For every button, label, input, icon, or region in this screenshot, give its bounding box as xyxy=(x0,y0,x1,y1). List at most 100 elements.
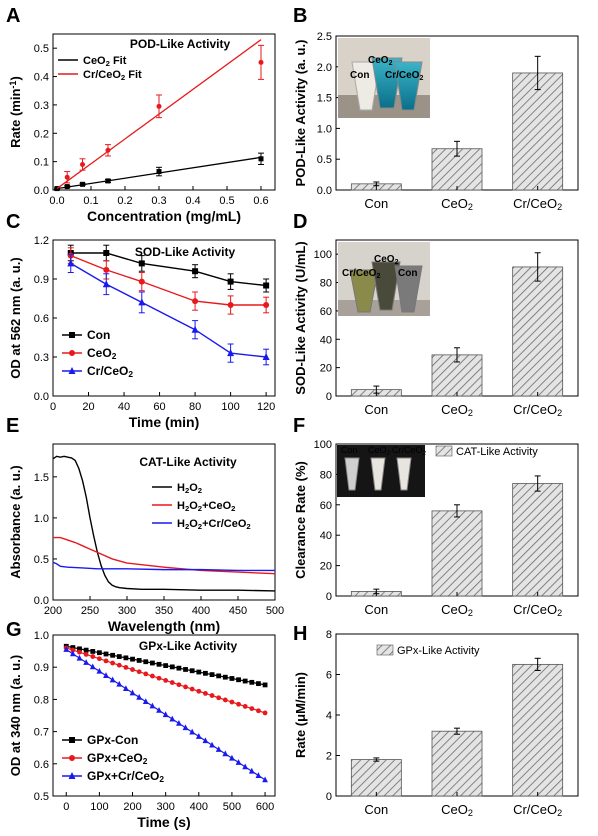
data-point xyxy=(263,282,270,289)
data-point xyxy=(116,662,122,668)
inset-label: Cr/CeO2 xyxy=(385,70,423,82)
data-point xyxy=(136,693,143,700)
panel-letter-a: A xyxy=(6,5,20,27)
y-tick-label: 0.6 xyxy=(34,759,49,771)
x-tick-label: 40 xyxy=(118,401,130,413)
tube-ceo2 xyxy=(371,57,403,109)
legend-label: Cr/CeO2 xyxy=(87,364,133,379)
x-tick-label: 0.1 xyxy=(83,195,98,207)
panel-letter-h: H xyxy=(293,623,307,645)
data-point xyxy=(169,715,176,722)
bar xyxy=(512,72,564,191)
panel-e-chart: 0.0 0.5 1.0 1.5 200 250 300 350 400 450 500 Wavelen… xyxy=(8,443,284,634)
data-point xyxy=(227,278,234,285)
panel-h-chart: 0 2 4 6 8 Rate (μM/min) Con CeO2 Cr/CeO2 GPx-Like… xyxy=(293,629,579,818)
data-point xyxy=(222,750,229,757)
data-point xyxy=(109,676,116,683)
x-tick-label: 0.5 xyxy=(219,195,234,207)
y-tick-label: 4 xyxy=(326,710,332,722)
x-tick-label: 120 xyxy=(257,401,275,413)
data-point xyxy=(229,699,235,705)
data-point xyxy=(235,759,242,765)
chart-title: POD-Like Activity xyxy=(130,37,231,51)
y-tick-label: 1.5 xyxy=(317,93,332,105)
data-point xyxy=(70,645,76,650)
data-point xyxy=(136,658,142,663)
panel-b-chart: 0.0 0.5 1.0 1.5 2.0 2.5 POD-Like Activity (a. … xyxy=(293,31,579,212)
y-tick-label: 0.1 xyxy=(34,157,49,169)
y-tick-label: 40 xyxy=(320,530,332,542)
y-tick-label: 0.0 xyxy=(34,595,49,607)
x-tick-label: 0.4 xyxy=(185,195,200,207)
y-tick-label: 0.7 xyxy=(34,727,49,739)
series-line xyxy=(70,254,267,306)
data-point xyxy=(192,298,199,305)
data-point xyxy=(136,669,142,675)
x-axis-label: Time (min) xyxy=(129,414,200,430)
data-point xyxy=(195,733,202,739)
y-tick-label: 100 xyxy=(314,249,332,261)
x-tick-label: 0.6 xyxy=(253,195,268,207)
data-point xyxy=(169,664,175,670)
data-point xyxy=(129,689,136,696)
y-tick-label: 2.0 xyxy=(317,62,332,74)
y-tick-label: 0.5 xyxy=(34,554,49,566)
x-tick-label: 0.3 xyxy=(151,195,166,207)
y-tick-label: 100 xyxy=(314,439,332,451)
bar xyxy=(512,483,564,597)
data-point xyxy=(103,250,110,256)
data-point xyxy=(69,332,75,338)
category-label: CeO2 xyxy=(441,402,473,418)
legend-label: Cr/CeO2 Fit xyxy=(83,69,142,82)
data-point xyxy=(229,676,235,681)
x-tick-label: 250 xyxy=(81,605,99,617)
data-point xyxy=(162,711,169,718)
x-tick-label: 100 xyxy=(90,801,108,813)
data-point xyxy=(69,755,75,761)
data-point xyxy=(76,654,83,661)
data-point xyxy=(156,661,162,667)
data-point xyxy=(183,684,188,690)
data-point xyxy=(156,706,162,713)
category-label: CeO2 xyxy=(441,602,473,618)
y-tick-label: 0.5 xyxy=(34,791,49,803)
y-axis-label: Rate (min-1) xyxy=(8,76,23,148)
data-point xyxy=(169,680,175,685)
data-point xyxy=(143,671,149,677)
y-tick-label: 60 xyxy=(320,306,332,318)
legend-label: Con xyxy=(87,328,110,342)
x-tick-label: 400 xyxy=(190,801,208,813)
x-tick-label: 300 xyxy=(118,605,136,617)
data-point xyxy=(209,741,215,748)
panel-a-chart: 0.0 0.1 0.2 0.3 0.4 0.5 0.0 0.1 0.2 0.3 0.4 0.5 0.6 C… xyxy=(8,33,276,224)
y-axis-label: OD at 562 nm (a. u.) xyxy=(8,257,23,378)
data-point xyxy=(96,656,102,662)
x-tick-label: 500 xyxy=(223,801,241,813)
x-tick-label: 0 xyxy=(50,401,56,413)
data-point xyxy=(203,691,208,696)
data-point xyxy=(96,667,103,674)
chart-title: CAT-Like Activity xyxy=(139,455,237,469)
legend-label: GPx-Like Activity xyxy=(397,645,480,657)
y-tick-label: 0.6 xyxy=(34,313,49,325)
data-point xyxy=(227,349,235,357)
tube-ceo2 xyxy=(371,261,401,311)
tube-con xyxy=(394,265,423,313)
data-point xyxy=(80,161,85,167)
y-tick-label: 0.8 xyxy=(34,694,49,706)
category-label: Cr/CeO2 xyxy=(513,402,562,418)
y-axis-label: OD at 340 nm (a. u.) xyxy=(8,655,23,776)
series-line xyxy=(52,561,275,572)
x-tick-label: 0 xyxy=(63,801,69,813)
y-tick-label: 80 xyxy=(320,469,332,481)
data-point xyxy=(105,178,111,184)
category-label: Con xyxy=(364,602,388,617)
tube xyxy=(396,457,412,491)
data-point xyxy=(103,658,109,664)
legend-swatch xyxy=(376,644,394,656)
bar xyxy=(512,266,564,397)
legend-label: CeO2 xyxy=(87,346,117,361)
data-point xyxy=(196,669,202,675)
x-tick-label: 300 xyxy=(156,801,174,813)
